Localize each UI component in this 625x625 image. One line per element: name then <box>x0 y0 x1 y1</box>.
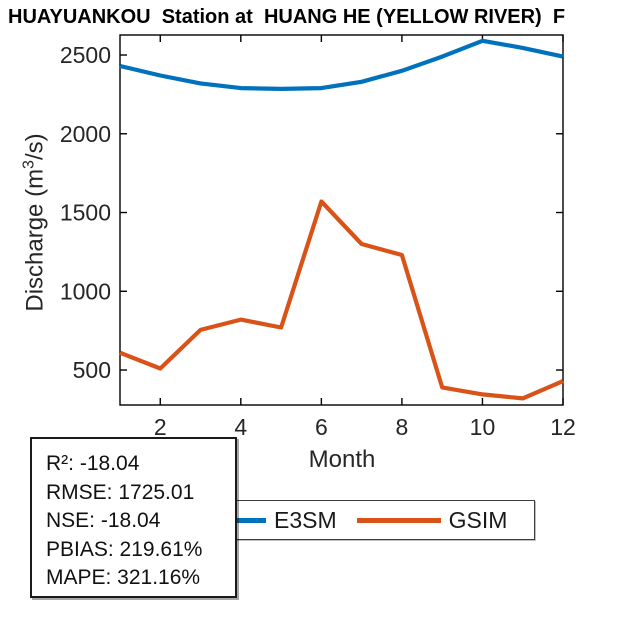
series-line-gsim <box>119 199 564 401</box>
legend-line-swatch-gsim <box>356 517 441 523</box>
x-tick-label: 2 <box>154 414 167 440</box>
y-axis-label: Discharge (m3/s) <box>21 103 50 343</box>
stat-rmse: RMSE: 1725.01 <box>46 480 195 504</box>
stat-nse: NSE: -18.04 <box>46 509 161 532</box>
x-tick-label: 12 <box>550 414 576 440</box>
stat-pbias: PBIAS: 219.61% <box>46 537 203 561</box>
y-axis-label-prefix: Discharge (m <box>21 168 49 312</box>
y-axis-label-suffix: /s) <box>21 133 49 161</box>
chart-title: HUAYUANKOU Station at HUANG HE (YELLOW R… <box>8 6 566 28</box>
x-tick-label: 8 <box>396 414 409 440</box>
y-tick-label: 1000 <box>60 278 111 304</box>
axes-box <box>119 34 564 406</box>
legend-label-gsim: GSIM <box>448 506 508 533</box>
x-tick-label: 6 <box>315 414 328 440</box>
legend-label-e3sm: E3SM <box>274 506 337 533</box>
series-line-e3sm <box>119 38 564 92</box>
y-axis-label-superscript: 3 <box>20 160 38 169</box>
x-tick-label: 4 <box>234 414 247 440</box>
stat-mape: MAPE: 321.16% <box>46 566 201 589</box>
y-tick-label: 2500 <box>60 42 111 68</box>
y-tick-label: 1500 <box>60 200 111 226</box>
y-tick-label: 2000 <box>60 121 111 147</box>
stat-r2: R²: -18.04 <box>46 452 140 475</box>
y-tick-label: 500 <box>73 357 111 383</box>
x-axis-label: Month <box>308 446 376 473</box>
x-tick-label: 10 <box>470 414 496 440</box>
stats-annotation-box: R²: -18.04 RMSE: 1725.01 NSE: -18.04 PBI… <box>30 437 237 598</box>
